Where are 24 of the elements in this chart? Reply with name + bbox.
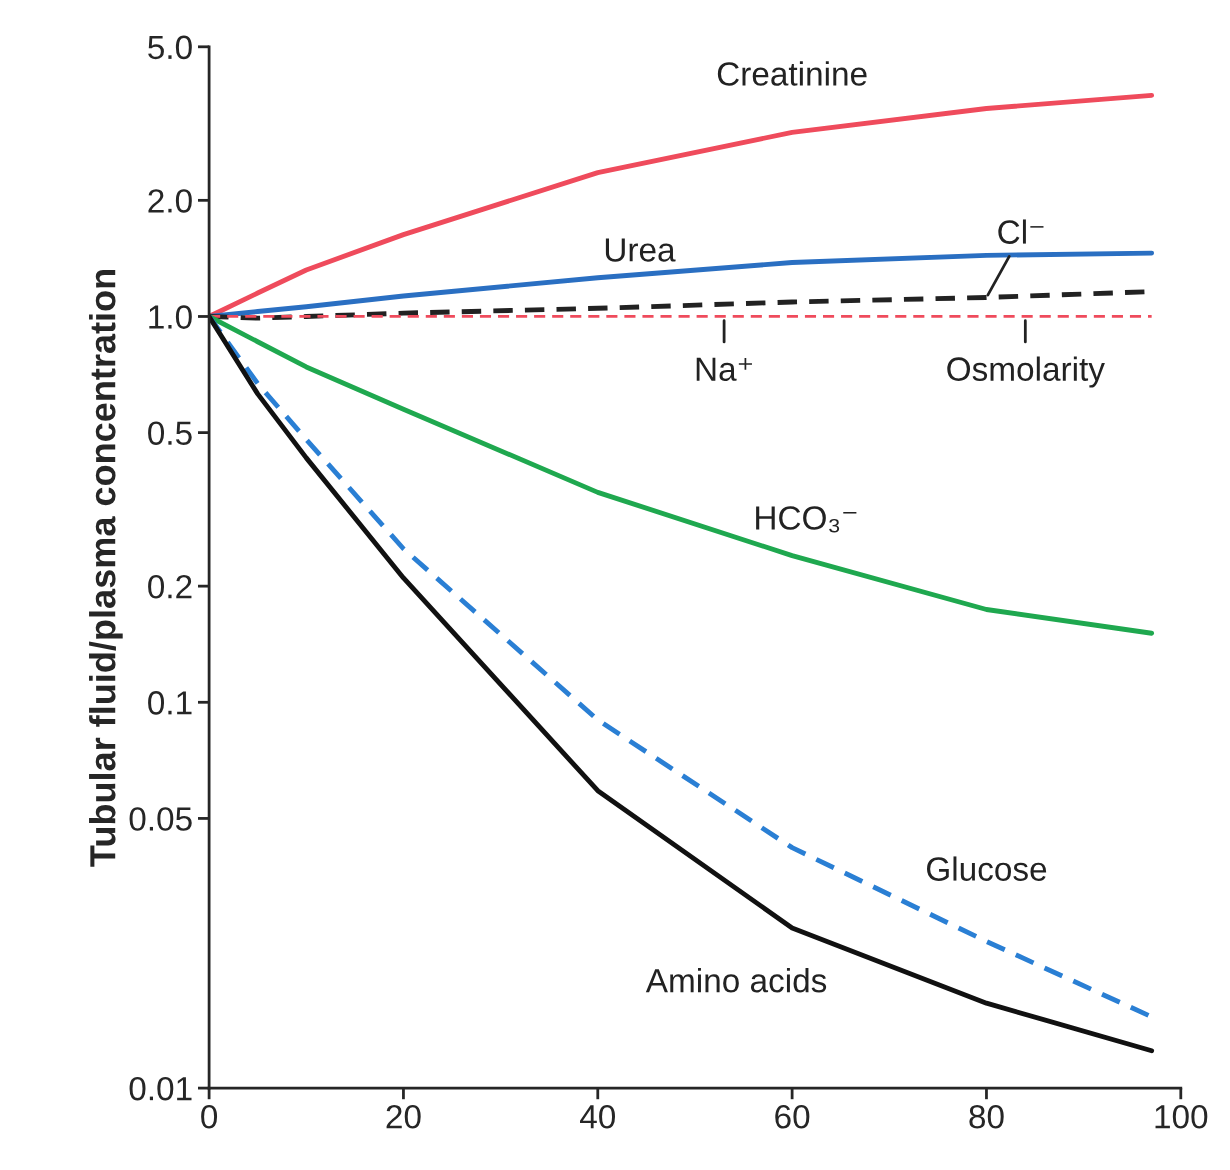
line-series [209, 314, 1155, 636]
y-tick-label: 0.05 [129, 807, 192, 831]
series-label: Glucose [927, 856, 1047, 881]
y-tick-label: 0.2 [148, 574, 192, 599]
series-label: Cl⁻ [998, 219, 1044, 244]
y-tick-label: 0.1 [148, 691, 192, 715]
y-tick-label: 1.0 [149, 305, 192, 329]
annotation: Na⁺ [696, 357, 752, 381]
x-tick-label: 40 [580, 1104, 616, 1129]
y-axis-title: Tubular fluid/plasma concentration [89, 270, 123, 867]
series-label: HCO₃⁻ [756, 506, 857, 533]
y-tick-label: 5.0 [148, 35, 192, 60]
y-tick-label: 0.5 [148, 421, 192, 446]
x-tick-label: 100 [1155, 1104, 1208, 1129]
y-tick-label: 0.01 [129, 1076, 192, 1101]
annotation: Osmolarity [947, 356, 1105, 388]
x-tick-label: 80 [969, 1104, 1004, 1129]
y-tick-label: 2.0 [148, 189, 192, 213]
series-label: Urea [605, 238, 676, 262]
x-tick-label: 0 [201, 1104, 218, 1129]
series-label: Amino acids [645, 968, 827, 993]
x-tick-label: 60 [775, 1104, 810, 1129]
x-tick-label: 20 [386, 1104, 421, 1129]
series-label: Creatinine [717, 61, 867, 86]
